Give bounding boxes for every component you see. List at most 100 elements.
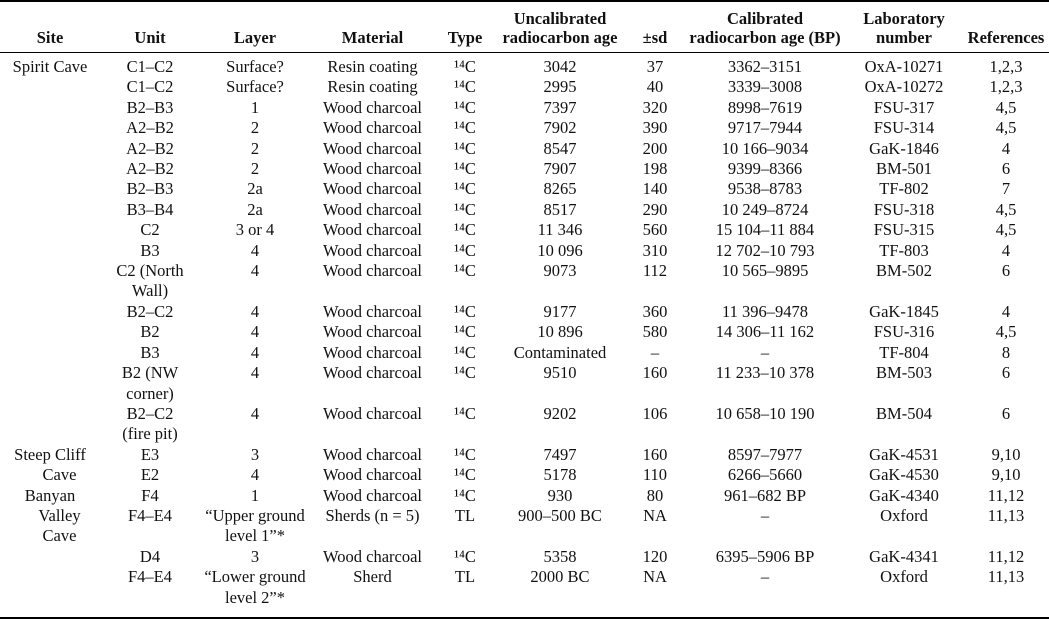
cell-references: 4 [1001, 240, 1011, 260]
cell-laboratory-number: TF-803 [879, 240, 929, 260]
cell-site [0, 179, 100, 199]
cell-type: ¹⁴C [454, 220, 476, 240]
cell-references: 6 [1001, 159, 1011, 179]
cell-site [0, 363, 100, 404]
cell-uncalibrated-age: 9177 [543, 301, 577, 321]
cell-material: Resin coating [327, 77, 418, 97]
cell-material: Wood charcoal [323, 301, 422, 321]
cell-laboratory-number: FSU-316 [873, 322, 935, 342]
cell-sd: 120 [642, 546, 668, 566]
cell-unit: C2 [140, 220, 160, 240]
cell-references: 6 [1001, 403, 1011, 423]
cell-uncalibrated-age: Contaminated [513, 342, 607, 362]
cell-unit: F4–E4 [127, 567, 172, 587]
cell-layer: 3 [250, 546, 260, 566]
cell-layer: 2 [250, 138, 260, 158]
cell-references: 1,2,3 [989, 57, 1023, 76]
cell-calibrated-age: 14 306–11 162 [715, 322, 815, 342]
cell-unit: B2 (NW corner) [121, 363, 179, 403]
cell-uncalibrated-age: 5358 [543, 546, 577, 566]
cell-uncalibrated-age: 11 346 [537, 220, 583, 240]
col-header-references: References [967, 28, 1045, 47]
cell-calibrated-age: 6266–5660 [727, 465, 803, 485]
cell-uncalibrated-age: 10 896 [537, 322, 583, 342]
cell-uncalibrated-age: 9202 [543, 403, 577, 423]
cell-type: ¹⁴C [454, 77, 476, 97]
cell-calibrated-age: 3362–3151 [727, 57, 803, 76]
table-row: F4–E4 “Lower ground level 2”* Sherd TL 2… [0, 567, 1049, 618]
cell-uncalibrated-age: 8517 [543, 199, 577, 219]
cell-material: Wood charcoal [323, 485, 422, 505]
cell-layer: 4 [250, 465, 260, 485]
cell-references: 11,13 [987, 567, 1025, 587]
cell-unit: B3–B4 [126, 199, 174, 219]
cell-uncalibrated-age: 7497 [543, 444, 577, 464]
cell-unit: C1–C2 [126, 77, 174, 97]
cell-site [0, 220, 100, 240]
cell-uncalibrated-age: 7397 [543, 97, 577, 117]
cell-site: Banyan [24, 485, 76, 505]
cell-references: 4,5 [995, 322, 1017, 342]
cell-calibrated-age: 9538–8783 [727, 179, 803, 199]
cell-unit: B3 [140, 342, 160, 362]
cell-site: Spirit Cave [12, 57, 88, 76]
cell-layer: 4 [250, 261, 260, 281]
col-header-calibrated-age: Calibrated radiocarbon age (BP) [689, 9, 841, 47]
cell-site [0, 261, 100, 302]
cell-uncalibrated-age: 930 [547, 485, 573, 505]
cell-uncalibrated-age: 9510 [543, 363, 577, 383]
cell-uncalibrated-age: 5178 [543, 465, 577, 485]
cell-laboratory-number: TF-802 [879, 179, 929, 199]
cell-layer: “Lower ground level 2”* [204, 567, 306, 607]
cell-sd: 160 [642, 444, 668, 464]
cell-material: Sherd [353, 567, 392, 587]
cell-laboratory-number: GaK-4531 [869, 444, 939, 464]
cell-unit: B2–C2 (fire pit) [122, 403, 178, 444]
cell-site [0, 241, 100, 261]
cell-unit: F4–E4 [127, 505, 172, 525]
cell-sd: 560 [642, 220, 668, 240]
col-header-material: Material [341, 28, 404, 47]
col-header-laboratory-number: Laboratory number [863, 9, 945, 47]
table-row: C2 3 or 4 Wood charcoal ¹⁴C 11 346 560 1… [0, 220, 1049, 240]
cell-site [0, 343, 100, 363]
cell-material: Wood charcoal [323, 546, 422, 566]
cell-calibrated-age: 8597–7977 [727, 444, 803, 464]
cell-references: 6 [1001, 261, 1011, 281]
cell-layer: 2 [250, 118, 260, 138]
cell-laboratory-number: BM-502 [876, 261, 932, 281]
cell-layer: 3 [250, 444, 260, 464]
cell-type: ¹⁴C [454, 363, 476, 383]
cell-material: Wood charcoal [323, 179, 422, 199]
cell-sd: 110 [642, 465, 668, 485]
cell-type: ¹⁴C [454, 444, 476, 464]
col-header-site: Site [36, 28, 64, 47]
cell-site [0, 118, 100, 138]
table-row: C2 (North Wall) 4 Wood charcoal ¹⁴C 9073… [0, 261, 1049, 302]
header-row: Site Unit Layer Material Type Uncalibrat… [0, 1, 1049, 53]
cell-unit: A2–B2 [126, 138, 174, 158]
cell-material: Wood charcoal [323, 240, 422, 260]
cell-references: 11,13 [987, 505, 1025, 525]
cell-type: ¹⁴C [454, 465, 476, 485]
cell-unit: B2–B3 [126, 179, 174, 199]
cell-sd: 360 [642, 301, 668, 321]
cell-type: ¹⁴C [454, 403, 476, 423]
cell-calibrated-age: 15 104–11 884 [715, 220, 815, 240]
cell-calibrated-age: 11 233–10 378 [715, 363, 815, 383]
cell-type: ¹⁴C [454, 485, 476, 505]
cell-uncalibrated-age: 8547 [543, 138, 577, 158]
table-body: Spirit Cave C1–C2 Surface? Resin coating… [0, 53, 1049, 618]
cell-material: Wood charcoal [323, 118, 422, 138]
cell-laboratory-number: FSU-318 [873, 199, 935, 219]
cell-laboratory-number: GaK-4340 [869, 485, 939, 505]
cell-unit: B2 [140, 322, 160, 342]
cell-references: 8 [1001, 342, 1011, 362]
cell-material: Resin coating [327, 57, 418, 76]
cell-layer: 2a [247, 199, 263, 219]
cell-laboratory-number: FSU-315 [873, 220, 935, 240]
cell-laboratory-number: TF-804 [879, 342, 929, 362]
cell-unit: B2–C2 [126, 301, 174, 321]
